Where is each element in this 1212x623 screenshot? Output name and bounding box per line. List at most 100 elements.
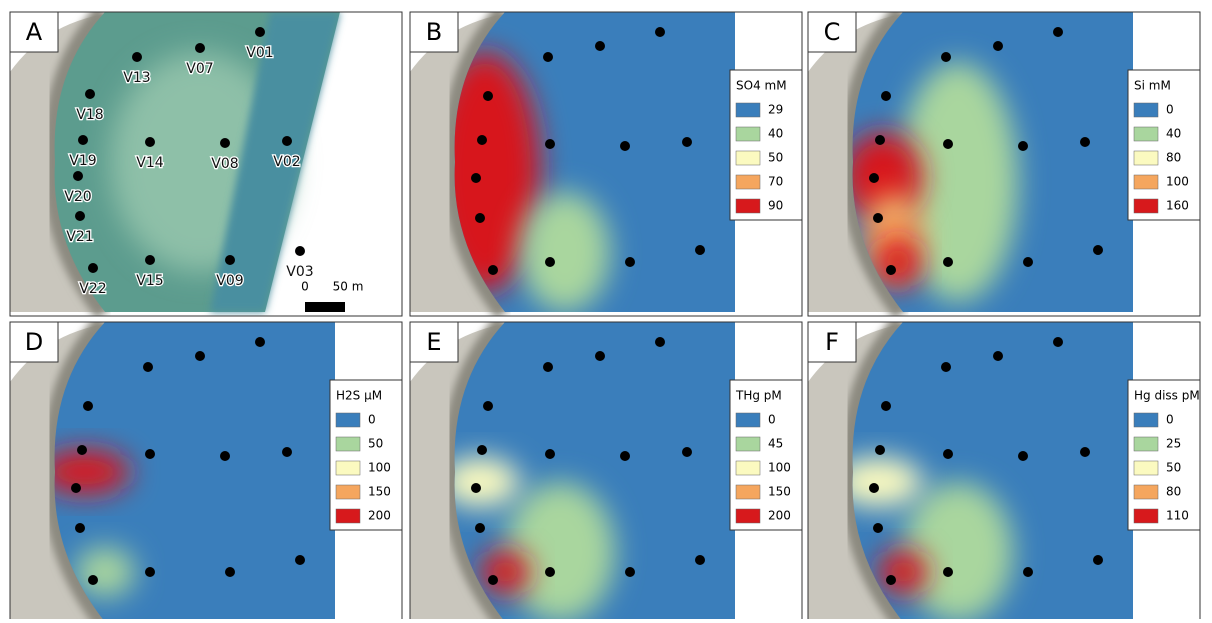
- legend-swatch: [336, 437, 360, 451]
- station-dot: [255, 337, 265, 347]
- legend-label: 0: [1166, 103, 1174, 117]
- legend-label: 90: [768, 199, 783, 213]
- station-dot: [886, 575, 896, 585]
- legend-swatch: [1134, 103, 1158, 117]
- station-dot: [488, 265, 498, 275]
- station-dot: [1018, 451, 1028, 461]
- legend-swatch: [1134, 437, 1158, 451]
- station-label: V09: [216, 273, 243, 289]
- station-dot: [1093, 245, 1103, 255]
- station-dot: [941, 52, 951, 62]
- legend-label: 0: [1166, 413, 1174, 427]
- station-label: V02: [273, 154, 300, 170]
- station-label: V19: [69, 153, 96, 169]
- legend-title: Si mM: [1134, 79, 1171, 93]
- station-dot: [543, 362, 553, 372]
- station-dot: [941, 362, 951, 372]
- panel-letter: D: [25, 328, 43, 356]
- station-label: V14: [136, 155, 163, 171]
- station-dot: [620, 451, 630, 461]
- station-dot: [282, 136, 292, 146]
- station-dot: [145, 567, 155, 577]
- station-dot: [145, 449, 155, 459]
- station-dot: [145, 255, 155, 265]
- station-dot: [545, 567, 555, 577]
- legend-label: 150: [368, 485, 391, 499]
- legend-swatch: [336, 485, 360, 499]
- legend-swatch: [1134, 413, 1158, 427]
- legend-label: 200: [368, 509, 391, 523]
- station-dot: [195, 43, 205, 53]
- legend-label: 80: [1166, 485, 1181, 499]
- station-dot: [78, 135, 88, 145]
- station-dot: [132, 52, 142, 62]
- station-dot: [1093, 555, 1103, 565]
- legend-label: 100: [1166, 175, 1189, 189]
- legend-box: [730, 380, 802, 530]
- station-dot: [943, 257, 953, 267]
- panel-letter: E: [426, 328, 441, 356]
- legend-label: 0: [768, 413, 776, 427]
- station-dot: [595, 351, 605, 361]
- legend-swatch: [736, 127, 760, 141]
- legend-swatch: [336, 461, 360, 475]
- station-dot: [695, 245, 705, 255]
- station-label: V18: [76, 107, 103, 123]
- station-dot: [655, 337, 665, 347]
- station-dot: [225, 567, 235, 577]
- scale-start: 0: [301, 280, 309, 294]
- legend-title: H2S µM: [336, 389, 382, 403]
- legend-label: 0: [368, 413, 376, 427]
- station-dot: [695, 555, 705, 565]
- scale-end: 50 m: [333, 280, 364, 294]
- station-dot: [545, 257, 555, 267]
- legend-swatch: [1134, 461, 1158, 475]
- station-dot: [225, 255, 235, 265]
- station-dot: [75, 211, 85, 221]
- station-dot: [483, 401, 493, 411]
- station-dot: [943, 567, 953, 577]
- field-blob: [520, 192, 610, 312]
- station-dot: [88, 263, 98, 273]
- station-dot: [483, 91, 493, 101]
- station-label: V03: [286, 264, 313, 280]
- station-dot: [88, 575, 98, 585]
- legend-swatch: [736, 151, 760, 165]
- panel-letter: B: [426, 18, 442, 46]
- panel-letter: C: [824, 18, 841, 46]
- station-dot: [869, 173, 879, 183]
- station-label: V01: [246, 45, 273, 61]
- legend-label: 110: [1166, 509, 1189, 523]
- station-dot: [625, 567, 635, 577]
- station-dot: [255, 27, 265, 37]
- legend-swatch: [736, 485, 760, 499]
- station-dot: [943, 139, 953, 149]
- field-blob: [903, 482, 1013, 619]
- legend-swatch: [736, 175, 760, 189]
- station-dot: [881, 91, 891, 101]
- legend-label: 200: [768, 509, 791, 523]
- station-dot: [477, 135, 487, 145]
- legend-swatch: [336, 413, 360, 427]
- legend-label: 40: [768, 127, 783, 141]
- station-dot: [873, 523, 883, 533]
- station-dot: [545, 139, 555, 149]
- station-dot: [220, 451, 230, 461]
- legend-label: 150: [768, 485, 791, 499]
- legend-swatch: [736, 413, 760, 427]
- legend-label: 25: [1166, 437, 1181, 451]
- legend-swatch: [736, 437, 760, 451]
- field-blob: [878, 550, 928, 594]
- station-dot: [993, 41, 1003, 51]
- panel-c: CSi mM04080100160: [808, 11, 1200, 316]
- field-blob: [480, 550, 530, 594]
- legend-swatch: [1134, 199, 1158, 213]
- station-dot: [875, 135, 885, 145]
- station-dot: [875, 445, 885, 455]
- station-dot: [1053, 27, 1063, 37]
- station-label: V20: [64, 189, 91, 205]
- legend-label: 80: [1166, 151, 1181, 165]
